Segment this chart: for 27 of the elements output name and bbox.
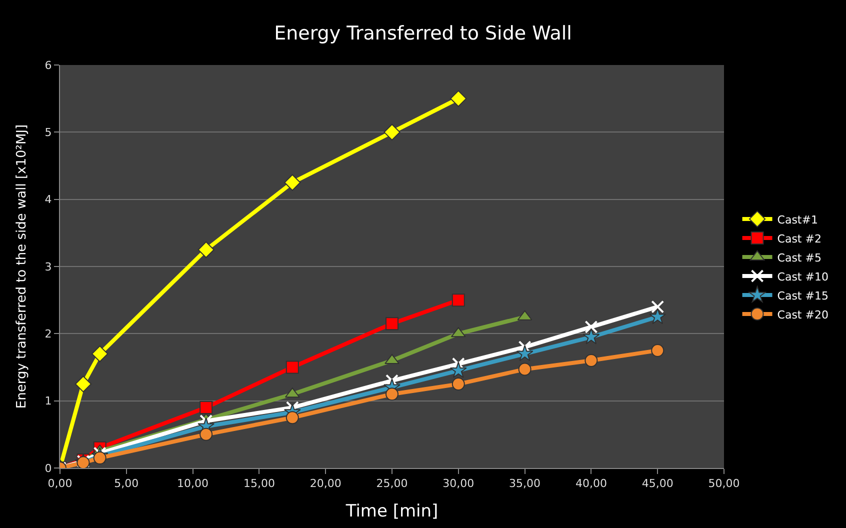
y-tick-label: 4 <box>44 193 52 206</box>
y-tick-label: 2 <box>44 328 52 341</box>
x-axis-title: Time [min] <box>344 502 438 522</box>
y-tick-label: 3 <box>44 260 52 274</box>
legend-label: Cast #10 <box>777 270 828 284</box>
chart-title: Energy Transferred to Side Wall <box>274 22 572 45</box>
x-tick-label: 35,00 <box>509 477 541 490</box>
x-tick-label: 0,00 <box>48 477 72 490</box>
x-tick-label: 50,00 <box>708 477 740 490</box>
x-tick-label: 45,00 <box>642 477 674 490</box>
legend-label: Cast #15 <box>777 289 828 302</box>
x-tick-label: 15,00 <box>243 477 275 490</box>
x-tick-label: 40,00 <box>575 477 607 490</box>
y-tick-label: 6 <box>44 58 52 72</box>
x-tick-label: 10,00 <box>177 477 209 490</box>
y-tick-label: 5 <box>44 126 52 140</box>
legend-label: Cast#1 <box>777 213 818 226</box>
y-tick-label: 0 <box>44 462 52 475</box>
legend-label: Cast #2 <box>777 232 822 246</box>
legend-label: Cast #20 <box>777 308 828 322</box>
legend-label: Cast #5 <box>777 251 822 264</box>
x-tick-label: 5,00 <box>114 477 139 490</box>
y-tick-label: 1 <box>44 394 52 408</box>
y-axis-title: Energy transferred to the side wall [x10²MJ] <box>14 124 30 409</box>
x-tick-label: 20,00 <box>310 477 342 490</box>
x-tick-label: 25,00 <box>376 477 408 490</box>
x-tick-label: 30,00 <box>442 477 474 490</box>
